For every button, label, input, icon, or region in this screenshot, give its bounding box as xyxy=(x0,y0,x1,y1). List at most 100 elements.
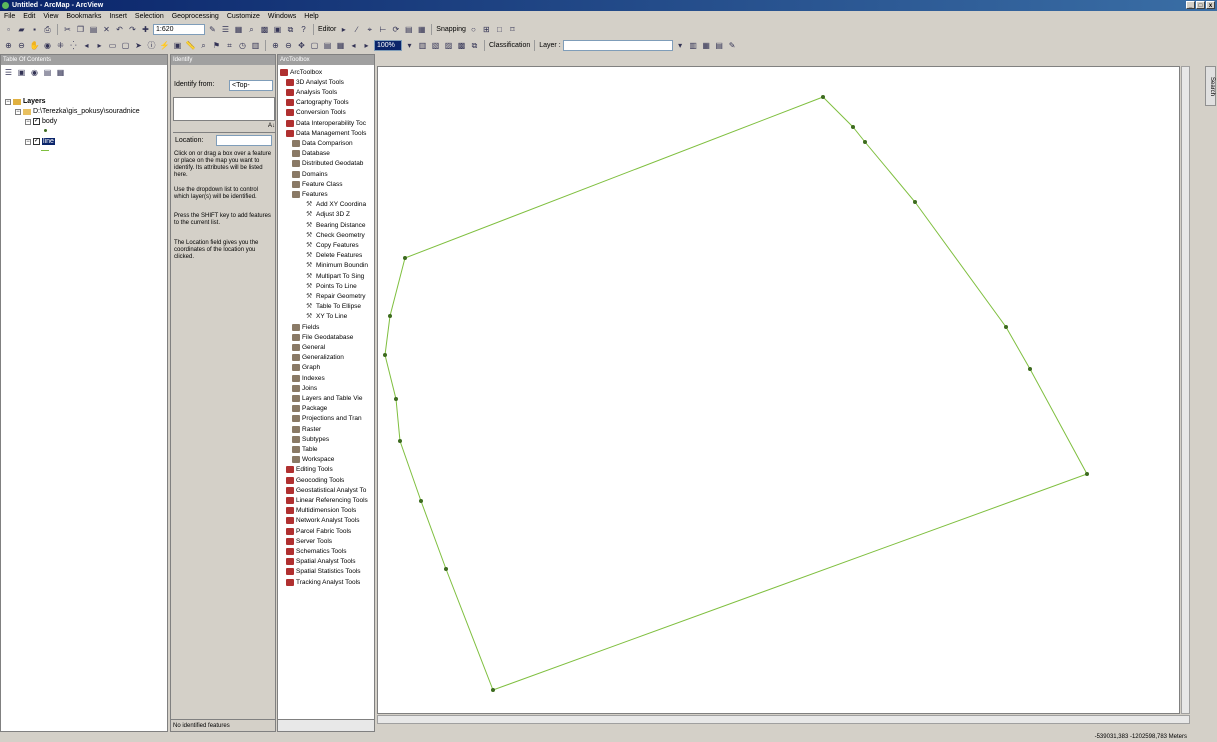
maximize-button[interactable]: □ xyxy=(1196,1,1205,9)
toolbox-item[interactable]: Editing Tools xyxy=(286,465,333,475)
menu-selection[interactable]: Selection xyxy=(134,13,164,20)
toolbox-item[interactable]: Tracking Analyst Tools xyxy=(286,577,360,587)
list-by-source-icon[interactable]: ▣ xyxy=(17,67,26,77)
toolbox-item[interactable]: Geocoding Tools xyxy=(286,475,344,485)
toolbox-item[interactable]: Server Tools xyxy=(286,536,332,546)
menu-insert[interactable]: Insert xyxy=(109,13,127,20)
toolset-item[interactable]: Feature Class xyxy=(292,179,342,189)
zoom-100-icon[interactable]: ▤ xyxy=(323,41,332,50)
sketch-tool-icon[interactable]: ∕ xyxy=(356,25,358,34)
hyperlink-icon[interactable]: ⚡ xyxy=(159,41,170,50)
graph-icon[interactable]: ▤ xyxy=(715,41,723,50)
identify-icon[interactable]: ⓘ xyxy=(147,41,156,50)
sort-icon[interactable]: A↓ xyxy=(267,123,275,129)
location-field[interactable] xyxy=(216,135,272,146)
list-by-selection-icon[interactable]: ▤ xyxy=(43,67,52,77)
select-features-icon[interactable]: ▭ xyxy=(108,41,117,50)
point-feature[interactable] xyxy=(383,353,387,357)
search-window-icon[interactable]: ⌕ xyxy=(249,24,254,34)
html-popup-icon[interactable]: ▣ xyxy=(173,41,182,50)
vertex-tool-icon[interactable]: ⌖ xyxy=(367,24,373,34)
list-by-drawing-order-icon[interactable]: ☰ xyxy=(4,67,13,77)
layout-back-icon[interactable]: ◂ xyxy=(351,41,356,50)
edit-tool-icon[interactable]: ▸ xyxy=(341,25,346,34)
toolset-item[interactable]: Joins xyxy=(292,383,317,393)
toolbox-item[interactable]: Parcel Fabric Tools xyxy=(286,526,351,536)
tool-item[interactable]: ⚒ Adjust 3D Z xyxy=(306,210,350,220)
split-tool-icon[interactable]: ⊢ xyxy=(379,25,387,34)
point-feature[interactable] xyxy=(1028,367,1032,371)
vertex-snapping-icon[interactable]: □ xyxy=(496,25,502,34)
toolbox-item[interactable]: Geostatistical Analyst To xyxy=(286,485,366,495)
collapse-icon[interactable]: − xyxy=(15,108,21,115)
find-route-icon[interactable]: ⚑ xyxy=(212,41,221,50)
map-horizontal-scrollbar[interactable] xyxy=(377,715,1190,724)
toolset-item[interactable]: Fields xyxy=(292,322,319,332)
toc-layers-group[interactable]: − Layers xyxy=(5,98,46,105)
classification-menu[interactable]: Classification xyxy=(489,42,531,49)
open-folder-icon[interactable]: ▰ xyxy=(18,25,25,34)
toolset-item[interactable]: Data Comparison xyxy=(292,138,353,148)
undo-icon[interactable]: ↶ xyxy=(116,25,123,34)
model-builder-icon[interactable]: ⧉ xyxy=(287,24,294,34)
sketch-properties-icon[interactable]: ▦ xyxy=(418,25,426,34)
point-feature[interactable] xyxy=(398,439,402,443)
toolset-item[interactable]: Database xyxy=(292,149,330,159)
tool-item[interactable]: ⚒ Bearing Distance xyxy=(306,220,366,230)
delete-icon[interactable]: ✕ xyxy=(103,25,110,34)
list-by-visibility-icon[interactable]: ◉ xyxy=(31,67,38,77)
create-viewer-icon[interactable]: ▥ xyxy=(251,41,260,50)
layout-forward-icon[interactable]: ▸ xyxy=(364,41,369,50)
redo-icon[interactable]: ↷ xyxy=(129,25,136,34)
cut-icon[interactable]: ✂ xyxy=(64,25,71,34)
snapping-menu[interactable]: Snapping xyxy=(436,26,466,33)
close-button[interactable]: x xyxy=(1206,1,1215,9)
map-canvas[interactable] xyxy=(378,67,1181,715)
attributes-icon[interactable]: ▤ xyxy=(405,25,413,34)
toolbox-item[interactable]: Schematics Tools xyxy=(286,546,346,556)
toolset-item[interactable]: Generalization xyxy=(292,353,344,363)
search-tab[interactable]: Search xyxy=(1205,66,1216,106)
point-feature[interactable] xyxy=(821,95,825,99)
toolbox-item[interactable]: Network Analyst Tools xyxy=(286,516,359,526)
add-data-icon[interactable]: ✚ xyxy=(142,25,149,34)
fixed-zoom-layout-icon[interactable]: ▦ xyxy=(336,41,345,50)
menu-help[interactable]: Help xyxy=(304,13,319,20)
toolset-item[interactable]: Features xyxy=(292,189,328,199)
tool-item[interactable]: ⚒ XY To Line xyxy=(306,312,347,322)
training-sample-icon[interactable]: ✎ xyxy=(728,41,736,50)
toolset-item[interactable]: Table xyxy=(292,444,318,454)
arctoolbox-icon[interactable]: ▩ xyxy=(260,25,269,34)
time-slider-icon[interactable]: ◷ xyxy=(239,41,246,50)
focus-data-frame-icon[interactable]: ▧ xyxy=(431,41,440,50)
copy-icon[interactable]: ❐ xyxy=(76,25,85,34)
point-feature[interactable] xyxy=(419,499,423,503)
save-icon[interactable]: ▪ xyxy=(33,25,36,34)
zoom-in-icon[interactable]: ⊕ xyxy=(5,41,12,50)
layer-visibility-checkbox[interactable]: ✓ xyxy=(33,138,40,145)
tool-item[interactable]: ⚒ Table To Ellipse xyxy=(306,302,361,312)
map-view[interactable] xyxy=(377,66,1180,714)
menu-geoprocessing[interactable]: Geoprocessing xyxy=(171,13,219,20)
pan-icon[interactable]: ✋ xyxy=(29,41,40,50)
collapse-icon[interactable]: − xyxy=(5,98,11,105)
classification-options-icon[interactable]: ▦ xyxy=(702,41,710,50)
toolset-item[interactable]: Projections and Tran xyxy=(292,414,362,424)
rotate-tool-icon[interactable]: ⟳ xyxy=(392,25,400,34)
attribute-icon[interactable]: ⧉ xyxy=(471,40,478,50)
toolset-item[interactable]: Distributed Geodatab xyxy=(292,159,363,169)
edge-snapping-icon[interactable]: ⌑ xyxy=(510,25,515,34)
toggle-draft-icon[interactable]: ▥ xyxy=(418,41,427,50)
clear-selection-icon[interactable]: ▢ xyxy=(121,41,130,50)
paste-icon[interactable]: ▤ xyxy=(89,25,98,34)
menu-file[interactable]: File xyxy=(4,13,16,20)
menu-windows[interactable]: Windows xyxy=(267,13,297,20)
tool-item[interactable]: ⚒ Repair Geometry xyxy=(306,291,366,301)
toolbox-root[interactable]: ArcToolbox xyxy=(280,67,322,77)
point-feature[interactable] xyxy=(388,314,392,318)
toolbox-item[interactable]: Spatial Analyst Tools xyxy=(286,557,356,567)
collapse-icon[interactable]: − xyxy=(25,138,31,145)
catalog-icon[interactable]: ▦ xyxy=(234,25,243,34)
chevron-down-icon[interactable]: ▾ xyxy=(407,41,412,50)
point-snapping-icon[interactable]: ○ xyxy=(470,25,476,34)
